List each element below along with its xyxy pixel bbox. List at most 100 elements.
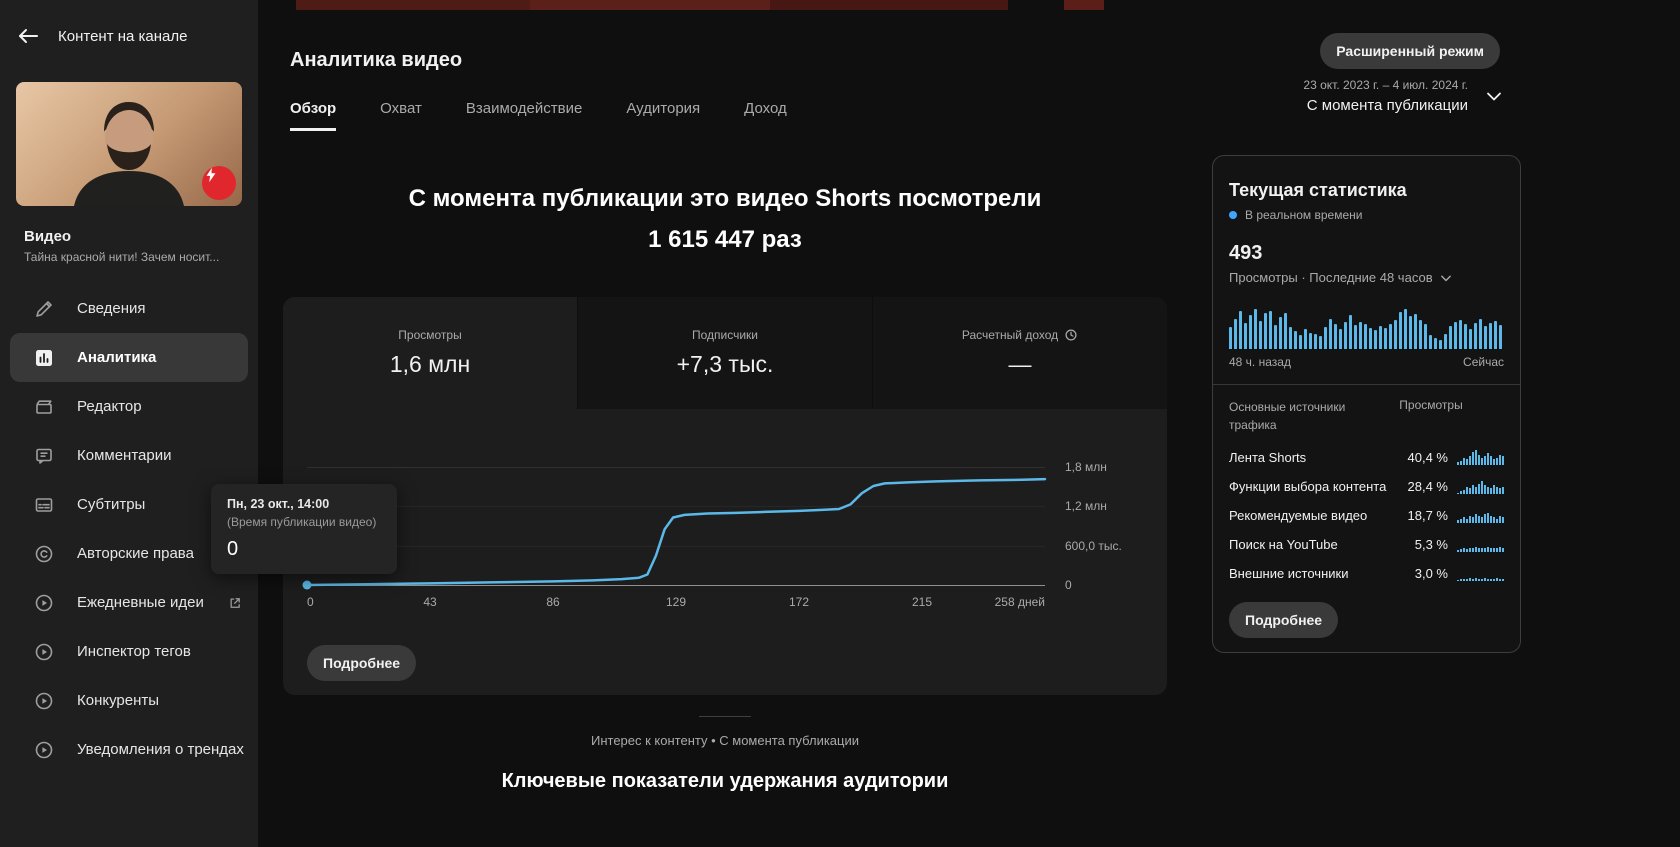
- play-circle-icon: [33, 641, 55, 663]
- realtime-see-more-button[interactable]: Подробнее: [1229, 602, 1339, 638]
- video-thumbnail[interactable]: [16, 82, 242, 206]
- trend-chart-plot[interactable]: [302, 467, 1047, 590]
- metric-tab-views[interactable]: Просмотры 1,6 млн: [283, 297, 577, 409]
- sidebar-item-copyright[interactable]: Авторские права: [10, 529, 248, 578]
- sidebar-item-label: Конкуренты: [77, 692, 160, 709]
- realtime-caption-text: Просмотры · Последние 48 часов: [1229, 270, 1433, 285]
- sidebar-item-label: Комментарии: [77, 447, 172, 464]
- sparkline-bar: [1457, 462, 1459, 465]
- traffic-source-row: Внешние источники 3,0 %: [1229, 559, 1504, 588]
- tab-overview[interactable]: Обзор: [290, 100, 337, 131]
- sidebar-item-label: Ежедневные идеи: [77, 594, 204, 611]
- realtime-bar: [1434, 337, 1437, 349]
- sparkline-bar: [1490, 456, 1492, 465]
- sparkline-bar: [1466, 518, 1468, 523]
- realtime-bar: [1244, 323, 1247, 349]
- realtime-bar: [1354, 325, 1357, 349]
- advanced-mode-button[interactable]: Расширенный режим: [1320, 33, 1500, 69]
- gridline: [307, 467, 1045, 468]
- sparkline-bar: [1478, 515, 1480, 523]
- source-name: Рекомендуемые видео: [1229, 508, 1368, 523]
- sidebar-item-daily-ideas[interactable]: Ежедневные идеи: [10, 578, 248, 627]
- sidebar-item-details[interactable]: Сведения: [10, 284, 248, 333]
- sidebar-item-trend-alerts[interactable]: Уведомления о трендах: [10, 725, 248, 774]
- realtime-bar: [1489, 323, 1492, 349]
- tab-audience[interactable]: Аудитория: [626, 100, 701, 117]
- metric-value: —: [1008, 351, 1032, 377]
- source-sparkline: [1457, 450, 1504, 465]
- realtime-bar: [1444, 333, 1447, 349]
- analytics-icon: [33, 347, 55, 369]
- top-cutoff-strip: [530, 0, 770, 10]
- metric-tab-revenue[interactable]: Расчетный доход —: [872, 297, 1167, 409]
- tab-engagement[interactable]: Взаимодействие: [465, 100, 583, 117]
- editor-icon: [33, 396, 55, 418]
- realtime-bar: [1359, 321, 1362, 349]
- realtime-bar: [1289, 327, 1292, 349]
- sparkline-bar: [1469, 547, 1471, 552]
- sidebar-item-competitors[interactable]: Конкуренты: [10, 676, 248, 725]
- sparkline-bar: [1484, 578, 1486, 581]
- sparkline-bar: [1457, 549, 1459, 552]
- play-circle-icon: [33, 690, 55, 712]
- realtime-bar: [1284, 313, 1287, 349]
- realtime-bar: [1299, 335, 1302, 349]
- realtime-bar: [1259, 321, 1262, 349]
- gridline: [307, 585, 1045, 586]
- sparkline-bar: [1502, 517, 1504, 523]
- date-range-selector[interactable]: 23 окт. 2023 г. – 4 июл. 2024 г. С момен…: [1303, 78, 1504, 114]
- sidebar-item-label: Авторские права: [77, 545, 194, 562]
- sparkline-bar: [1493, 578, 1495, 581]
- y-axis-label: 600,0 тыс.: [1065, 538, 1122, 553]
- tab-revenue[interactable]: Доход: [744, 100, 787, 117]
- video-title: Тайна красной нити! Зачем носит...: [24, 250, 220, 264]
- views-column-header: Просмотры: [1399, 398, 1463, 412]
- sparkline-bar: [1493, 517, 1495, 523]
- sidebar-item-comments[interactable]: Комментарии: [10, 431, 248, 480]
- source-sparkline: [1457, 566, 1504, 581]
- sparkline-bar: [1484, 514, 1486, 523]
- realtime-period-dropdown[interactable]: Просмотры · Последние 48 часов: [1229, 270, 1504, 285]
- top-cutoff-strip: [770, 0, 1008, 10]
- sidebar-item-tag-inspector[interactable]: Инспектор тегов: [10, 627, 248, 676]
- retention-section-title: Ключевые показатели удержания аудитории: [501, 770, 949, 792]
- sparkline-bar: [1457, 579, 1459, 581]
- headline-line2: 1 615 447 раз: [648, 226, 802, 253]
- sparkline-bar: [1499, 578, 1501, 581]
- sparkline-bar: [1469, 578, 1471, 581]
- sparkline-bar: [1469, 515, 1471, 523]
- source-percent: 40,4 %: [1407, 450, 1448, 465]
- x-axis-label: 86: [546, 595, 560, 609]
- sparkline-bar: [1502, 486, 1504, 494]
- x-axis-label: 172: [788, 595, 810, 609]
- sparkline-bar: [1478, 547, 1480, 552]
- sidebar-item-analytics[interactable]: Аналитика: [10, 333, 248, 382]
- metric-tab-subscribers[interactable]: Подписчики +7,3 тыс.: [577, 297, 872, 409]
- views-trend-line: [305, 477, 1047, 587]
- sparkline-bar: [1478, 483, 1480, 494]
- realtime-bar: [1459, 320, 1462, 349]
- sparkline-bar: [1463, 489, 1465, 494]
- tooltip-date: Пн, 23 окт., 14:00: [227, 497, 330, 511]
- tab-reach[interactable]: Охват: [380, 100, 422, 117]
- sidebar-item-subtitles[interactable]: Субтитры: [10, 480, 248, 529]
- realtime-bar: [1324, 327, 1327, 349]
- page-title: Аналитика видео: [290, 49, 463, 72]
- metric-label-text: Расчетный доход: [961, 328, 1059, 342]
- sidebar-item-label: Редактор: [77, 398, 142, 415]
- sparkline-bar: [1487, 578, 1489, 581]
- sidebar-item-editor[interactable]: Редактор: [10, 382, 248, 431]
- sparkline-bar: [1457, 520, 1459, 523]
- sparkline-bar: [1481, 480, 1483, 494]
- x-axis-label: 258 дней: [994, 595, 1045, 609]
- y-axis-label: 0: [1065, 578, 1072, 592]
- chart-see-more-button[interactable]: Подробнее: [307, 645, 417, 681]
- clock-icon: [1064, 328, 1078, 342]
- realtime-bar: [1319, 335, 1322, 349]
- realtime-bar: [1314, 333, 1317, 349]
- metric-tabs: Просмотры 1,6 млн Подписчики +7,3 тыс. Р…: [283, 297, 1167, 409]
- realtime-bar: [1429, 335, 1432, 349]
- realtime-bar: [1294, 331, 1297, 349]
- back-arrow-icon[interactable]: [16, 24, 40, 48]
- realtime-bar: [1274, 325, 1277, 349]
